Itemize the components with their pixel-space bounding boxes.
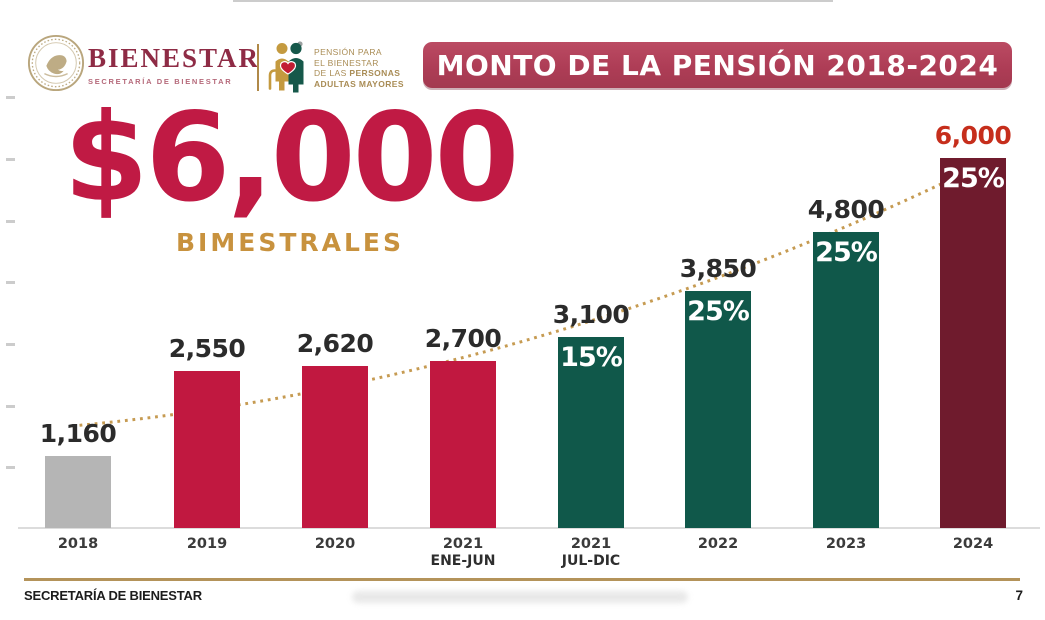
bar (302, 366, 368, 528)
bar-increase-label: 25% (687, 296, 750, 327)
title-banner: MONTO DE LA PENSIÓN 2018-2024 (423, 42, 1012, 88)
x-axis-label: 2021 ENE-JUN (430, 536, 496, 570)
y-axis-tick (6, 281, 15, 284)
bar-increase-label: 25% (942, 163, 1005, 194)
x-axis-label: 2023 (825, 536, 867, 552)
y-axis-tick (6, 96, 15, 99)
x-axis-label: 2022 (697, 536, 739, 552)
x-axis-label: 2018 (57, 536, 99, 552)
brand-subtitle: SECRETARÍA DE BIENESTAR (88, 77, 233, 86)
bar (430, 361, 496, 528)
bar: 25% (813, 232, 879, 528)
bar: 25% (940, 158, 1006, 528)
footer-text: SECRETARÍA DE BIENESTAR (24, 588, 202, 603)
program-line-2: EL BIENESTAR (314, 57, 379, 68)
bar (174, 371, 240, 528)
program-line-4: ADULTAS MAYORES (314, 78, 404, 89)
highlight-amount: $6,000 (63, 87, 520, 229)
bar-value-label: 2,550 (168, 334, 246, 363)
y-axis-tick (6, 158, 15, 161)
bar-value-label: 1,160 (39, 419, 117, 448)
brand-name: BIENESTAR (88, 43, 261, 73)
x-axis-label: 2019 (186, 536, 228, 552)
program-line-1: PENSIÓN PARA (314, 47, 382, 57)
y-axis-tick (6, 405, 15, 408)
top-border-line (233, 0, 833, 2)
bar: 15% (558, 337, 624, 528)
highlight-block: $6,000 BIMESTRALES (44, 94, 536, 257)
bar-value-label: 2,700 (424, 324, 502, 353)
government-seal-icon (27, 34, 85, 92)
y-axis-tick (6, 466, 15, 469)
x-axis-label: 2021 JUL-DIC (561, 536, 621, 570)
y-axis-tick (6, 220, 15, 223)
logo-divider (257, 44, 259, 91)
y-axis-tick (6, 343, 15, 346)
bar-value-label: 2,620 (296, 329, 374, 358)
page-number: 7 (1015, 588, 1023, 603)
adultas-mayores-couple-icon (268, 41, 304, 93)
bar: 25% (685, 291, 751, 528)
bar-increase-label: 15% (560, 342, 623, 373)
slide-title: MONTO DE LA PENSIÓN 2018-2024 (436, 48, 999, 82)
program-line-3: DE LAS PERSONAS (314, 68, 401, 78)
highlight-caption: BIMESTRALES (176, 228, 404, 258)
bar (45, 456, 111, 528)
brand-block: BIENESTAR SECRETARÍA DE BIENESTAR (88, 43, 261, 87)
footer-watermark (352, 591, 688, 603)
footer-divider (24, 578, 1020, 581)
bar-value-label: 4,800 (807, 195, 885, 224)
x-axis-label: 2024 (952, 536, 994, 552)
program-title: PENSIÓN PARA EL BIENESTAR DE LAS PERSONA… (314, 47, 404, 89)
bar-value-label: 3,100 (552, 300, 630, 329)
bar-value-label: 6,000 (934, 121, 1012, 150)
bar-value-label: 3,850 (679, 254, 757, 283)
bar-increase-label: 25% (815, 237, 878, 268)
x-axis-baseline (18, 527, 1040, 529)
x-axis-label: 2020 (314, 536, 356, 552)
